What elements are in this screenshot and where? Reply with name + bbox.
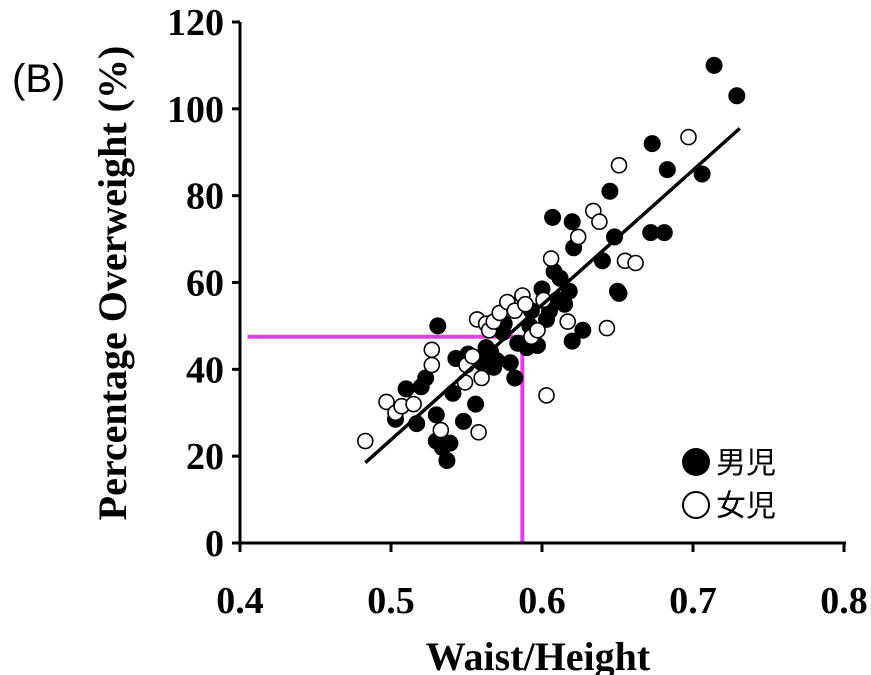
data-point-girl — [432, 421, 450, 439]
data-point-boy — [467, 395, 485, 413]
data-point-boy — [655, 224, 673, 242]
data-point-girl — [598, 319, 616, 337]
data-point-boy — [506, 369, 524, 387]
data-point-boy — [455, 412, 472, 430]
trend-line-group — [364, 127, 741, 464]
data-point-boy — [560, 282, 578, 300]
reference-lines — [247, 334, 525, 543]
x-tick-label: 0.8 — [820, 580, 868, 622]
data-point-boy — [643, 135, 661, 153]
data-point-girl — [470, 423, 487, 441]
y-axis-title: Percentage Overweight (%) — [90, 46, 135, 521]
legend: 男児 女児 — [682, 446, 776, 524]
data-point-boy — [397, 380, 415, 398]
legend-label-boys: 男児 — [716, 446, 776, 481]
data-point-girl — [517, 295, 534, 313]
y-tick-label: 100 — [167, 89, 224, 131]
data-point-boy — [438, 452, 456, 469]
x-tick-label: 0.7 — [669, 580, 717, 622]
data-points — [356, 56, 746, 469]
data-point-boy — [728, 87, 746, 105]
y-ticks: 0 20 40 60 80 100 120 — [167, 2, 240, 565]
data-point-boy — [429, 317, 447, 335]
data-point-girl — [464, 347, 481, 365]
data-point-boy — [606, 228, 623, 246]
y-tick-label: 20 — [186, 436, 224, 478]
y-tick-label: 80 — [186, 176, 224, 218]
panel-label: (B) — [12, 57, 65, 101]
data-point-girl — [423, 341, 441, 359]
x-tick-label: 0.6 — [518, 580, 566, 622]
data-point-girl — [538, 387, 555, 404]
data-point-girl — [529, 321, 546, 339]
data-point-girl — [542, 250, 560, 267]
data-point-boy — [441, 434, 459, 452]
data-point-boy — [610, 284, 628, 302]
legend-marker-boys — [682, 448, 710, 476]
data-point-girl — [378, 393, 395, 411]
x-axis-title: Waist/Height — [426, 634, 651, 675]
data-point-boy — [501, 354, 519, 372]
data-point-girl — [423, 356, 441, 374]
data-point-girl — [405, 395, 422, 413]
legend-marker-girls — [682, 491, 710, 519]
data-point-girl — [610, 157, 628, 174]
data-point-boy — [705, 56, 723, 74]
y-tick-label: 0 — [205, 523, 224, 565]
y-tick-label: 60 — [186, 263, 224, 305]
legend-label-girls: 女児 — [716, 489, 776, 524]
data-point-boy — [658, 161, 676, 179]
data-point-girl — [356, 432, 374, 450]
data-point-boy — [601, 182, 619, 200]
data-point-boy — [427, 406, 445, 424]
data-point-girl — [627, 254, 644, 272]
y-tick-label: 40 — [186, 349, 224, 391]
x-tick-label: 0.4 — [216, 580, 264, 622]
data-point-girl — [569, 228, 587, 246]
data-point-girl — [535, 291, 552, 309]
trend-line — [364, 127, 741, 464]
data-point-girl — [680, 128, 697, 146]
data-point-girl — [559, 313, 577, 330]
y-tick-label: 120 — [167, 2, 224, 44]
data-point-boy — [563, 332, 581, 350]
data-point-boy — [544, 208, 562, 226]
data-point-boy — [563, 213, 581, 231]
x-tick-label: 0.5 — [367, 580, 415, 622]
data-point-boy — [551, 269, 569, 287]
data-point-boy — [693, 165, 711, 183]
data-point-boy — [574, 321, 592, 339]
data-point-girl — [473, 369, 490, 387]
x-ticks: 0.4 0.5 0.6 0.7 0.8 — [216, 543, 868, 622]
data-point-girl — [591, 213, 608, 230]
